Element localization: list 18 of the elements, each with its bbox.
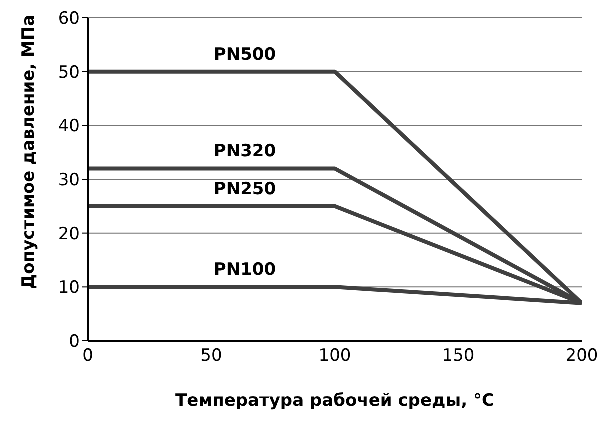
series-label: PN500 — [214, 44, 276, 65]
x-axis-title: Температура рабочей среды, °C — [176, 391, 494, 411]
series-label: PN320 — [214, 142, 276, 162]
series-label: PN250 — [214, 179, 276, 200]
y-tick-label: 50 — [58, 62, 80, 83]
series-label: PN100 — [214, 260, 276, 280]
x-tick-label: 100 — [318, 346, 352, 366]
y-tick-label: 0 — [69, 332, 80, 352]
y-tick-label: 10 — [58, 278, 80, 298]
x-tick-label: 150 — [442, 346, 475, 366]
x-tick-label: 200 — [566, 346, 598, 366]
y-tick-label: 40 — [58, 116, 80, 137]
y-tick-label: 30 — [58, 170, 80, 191]
y-tick-label: 60 — [58, 9, 80, 30]
y-axis-title: Допустимое давление, МПа — [19, 14, 40, 290]
x-tick-label: 0 — [82, 346, 94, 366]
y-tick-label: 20 — [58, 224, 80, 244]
x-tick-label: 50 — [200, 346, 222, 366]
